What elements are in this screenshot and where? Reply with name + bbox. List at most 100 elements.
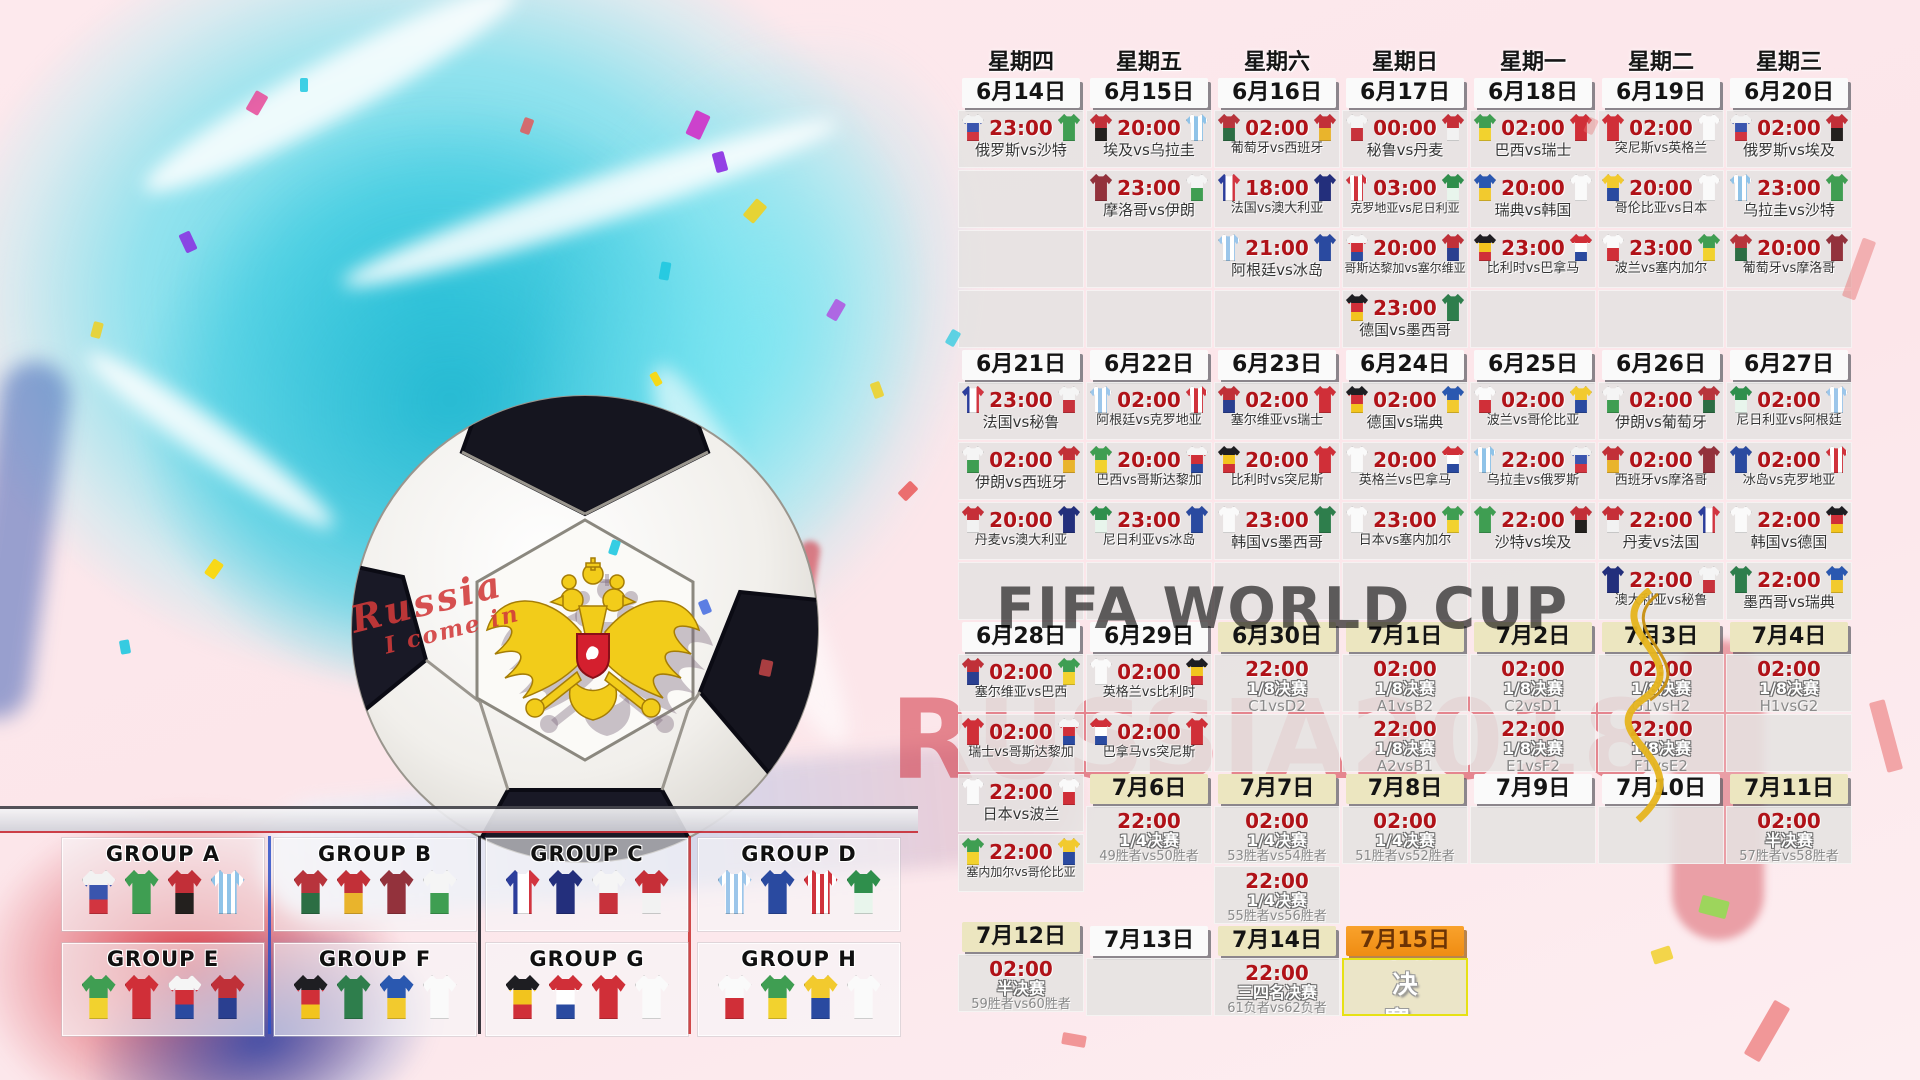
- team-jersey-icon: [1218, 114, 1240, 141]
- date-button[interactable]: 6月14日: [962, 78, 1080, 108]
- team-jersey-icon: [1218, 386, 1240, 413]
- date-button[interactable]: 6月26日: [1602, 350, 1720, 380]
- team-jersey-icon: [1346, 294, 1368, 321]
- match-time: 02:00: [1757, 809, 1821, 833]
- knockout-cell: 22:00 1/8决赛 A2vsB1: [1342, 714, 1468, 772]
- date-button[interactable]: 7月2日: [1474, 622, 1592, 652]
- match-time-row: 21:00: [1215, 231, 1339, 261]
- pairing-label: 55胜者vs56胜者: [1227, 908, 1327, 924]
- match-cell: 20:00 英格兰vs巴拿马: [1342, 442, 1468, 500]
- team-jersey-icon: [1185, 718, 1208, 745]
- team-jersey-icon: [1346, 446, 1368, 473]
- match-time: 02:00: [1245, 115, 1309, 140]
- confetti-piece: [742, 198, 768, 224]
- group-teams-row: [717, 975, 881, 1019]
- date-button[interactable]: 7月12日: [962, 922, 1080, 952]
- match-time: 02:00: [1501, 115, 1565, 140]
- match-time: 23:00: [1757, 175, 1821, 200]
- date-button[interactable]: 6月30日: [1218, 622, 1336, 652]
- match-time-row: 02:00: [1727, 443, 1851, 473]
- date-button[interactable]: 7月6日: [1090, 774, 1208, 804]
- team-jersey-icon: [1569, 234, 1592, 261]
- date-button[interactable]: 7月1日: [1346, 622, 1464, 652]
- match-time: 02:00: [1757, 657, 1821, 681]
- team-jersey-icon: [293, 975, 328, 1019]
- knockout-cell: 22:00 1/8决赛 C1vsD2: [1214, 654, 1340, 712]
- date-button[interactable]: 6月20日: [1730, 78, 1848, 108]
- team-jersey-icon: [1185, 658, 1208, 685]
- team-jersey-icon: [1090, 446, 1112, 473]
- date-button[interactable]: 7月4日: [1730, 622, 1848, 652]
- match-teams-label: 摩洛哥vs伊朗: [1103, 201, 1195, 219]
- team-jersey-icon: [1825, 234, 1848, 261]
- date-button[interactable]: 7月9日: [1474, 774, 1592, 804]
- pairing-label: 49胜者vs50胜者: [1099, 848, 1199, 864]
- team-jersey-icon: [760, 870, 795, 914]
- match-time: 20:00: [1117, 115, 1181, 140]
- date-button[interactable]: 7月8日: [1346, 774, 1464, 804]
- match-teams-label: 伊朗vs葡萄牙: [1615, 413, 1707, 431]
- team-jersey-icon: [717, 975, 752, 1019]
- match-cell: 20:00 埃及vs乌拉圭: [1086, 110, 1212, 168]
- date-button[interactable]: 6月21日: [962, 350, 1080, 380]
- match-teams-label: 法国vs秘鲁: [982, 413, 1060, 431]
- watermark-fifa-world-cup: FIFA WORLD CUP: [996, 576, 1570, 642]
- date-button[interactable]: 6月16日: [1218, 78, 1336, 108]
- date-button[interactable]: 6月15日: [1090, 78, 1208, 108]
- empty-cell: [1598, 290, 1724, 348]
- date-button[interactable]: 6月17日: [1346, 78, 1464, 108]
- confetti-piece: [245, 89, 269, 117]
- confetti-piece: [1868, 699, 1904, 773]
- date-button[interactable]: 6月23日: [1218, 350, 1336, 380]
- team-jersey-icon: [1185, 174, 1208, 201]
- confetti-piece: [1698, 894, 1730, 920]
- team-jersey-icon: [1441, 386, 1464, 413]
- match-teams-label: 波兰vs塞内加尔: [1614, 261, 1708, 276]
- match-cell: 23:00 德国vs墨西哥: [1342, 290, 1468, 348]
- date-button[interactable]: 6月18日: [1474, 78, 1592, 108]
- date-button[interactable]: 7月11日: [1730, 774, 1848, 804]
- match-time-row: 02:00: [1599, 443, 1723, 473]
- date-button[interactable]: 6月22日: [1090, 350, 1208, 380]
- match-cell: 02:00 英格兰vs比利时: [1086, 654, 1212, 712]
- weekday-label: 星期四: [987, 50, 1054, 75]
- group-box: GROUP E: [62, 943, 264, 1036]
- team-jersey-icon: [167, 870, 202, 914]
- group-teams-row: [81, 870, 245, 914]
- confetti-piece: [1650, 945, 1674, 965]
- team-jersey-icon: [1825, 174, 1848, 201]
- date-button[interactable]: 6月19日: [1602, 78, 1720, 108]
- match-time-row: 02:00: [959, 443, 1083, 473]
- team-jersey-icon: [1441, 294, 1464, 321]
- match-time-row: 23:00: [1599, 231, 1723, 261]
- team-jersey-icon: [1218, 234, 1240, 261]
- date-button[interactable]: 7月14日: [1218, 926, 1336, 956]
- stage-label: 1/4决赛: [1374, 831, 1436, 850]
- pairing-label: E1vsF2: [1506, 756, 1560, 772]
- team-jersey-icon: [1602, 234, 1624, 261]
- match-teams-label: 法国vs澳大利亚: [1230, 201, 1324, 216]
- date-button[interactable]: 7月7日: [1218, 774, 1336, 804]
- team-jersey-icon: [591, 870, 626, 914]
- date-button[interactable]: 6月27日: [1730, 350, 1848, 380]
- match-cell: 22:00 墨西哥vs瑞典: [1726, 562, 1852, 620]
- match-time: 02:00: [989, 957, 1053, 981]
- confetti-piece: [658, 261, 672, 281]
- date-button[interactable]: 7月13日: [1090, 926, 1208, 956]
- date-button[interactable]: 6月24日: [1346, 350, 1464, 380]
- date-button[interactable]: 7月15日: [1346, 926, 1464, 956]
- team-jersey-icon: [1569, 446, 1592, 473]
- match-cell: 02:00 冰岛vs克罗地亚: [1726, 442, 1852, 500]
- team-jersey-icon: [1730, 234, 1752, 261]
- pairing-label: C1vsD2: [1248, 696, 1306, 712]
- date-button[interactable]: 6月25日: [1474, 350, 1592, 380]
- match-time-row: 22:00: [1599, 503, 1723, 533]
- group-box: GROUP D: [698, 838, 900, 931]
- match-teams-label: 英格兰vs比利时: [1102, 685, 1196, 700]
- team-jersey-icon: [962, 778, 984, 805]
- match-cell: 00:00 秘鲁vs丹麦: [1342, 110, 1468, 168]
- knockout-cell: 02:00 1/8决赛 C2vsD1: [1470, 654, 1596, 712]
- match-time-row: 02:00: [1599, 383, 1723, 413]
- empty-cell: [958, 290, 1084, 348]
- team-jersey-icon: [422, 870, 457, 914]
